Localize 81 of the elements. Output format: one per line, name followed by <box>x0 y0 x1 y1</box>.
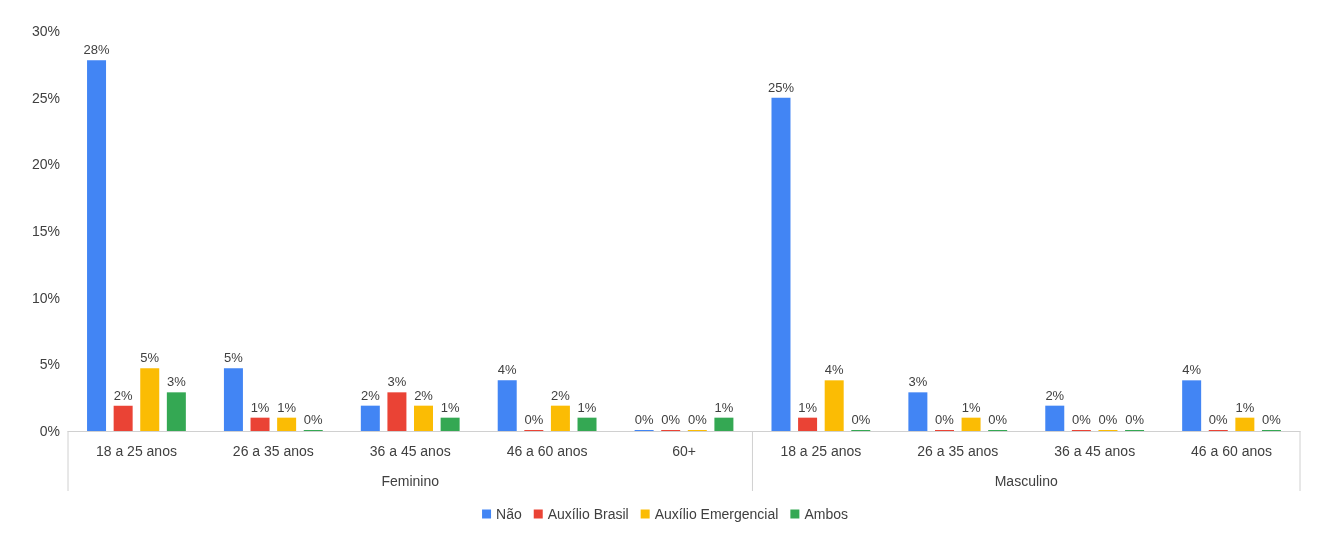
data-label: 0% <box>1098 412 1118 427</box>
bar <box>798 417 818 431</box>
legend-label: Não <box>496 506 522 522</box>
data-label: 0% <box>634 412 654 427</box>
data-label: 4% <box>497 362 518 378</box>
data-label: 5% <box>224 350 244 366</box>
data-label: 1% <box>798 399 818 415</box>
data-label: 1% <box>714 399 734 415</box>
data-label: 0% <box>303 412 324 427</box>
y-tick-label: 10% <box>31 289 60 306</box>
legend-label: Auxílio Emergencial <box>654 506 779 522</box>
y-tick-label: 25% <box>31 89 60 106</box>
data-label: 0% <box>988 412 1008 427</box>
x-tick-label: 46 a 60 anos <box>506 443 588 459</box>
bar <box>577 417 597 431</box>
data-label: 1% <box>250 399 270 415</box>
bar <box>1235 417 1255 431</box>
text: Feminino <box>381 473 440 489</box>
y-tick-label: 0% <box>39 423 60 439</box>
bar <box>166 392 186 431</box>
bar <box>1045 405 1065 431</box>
data-label: 0% <box>935 412 955 427</box>
data-label: 0% <box>1208 412 1229 427</box>
data-label: 2% <box>113 387 133 403</box>
data-label: 0% <box>1071 412 1092 427</box>
text: Masculino <box>994 473 1058 489</box>
x-tick-label: 60+ <box>672 443 696 459</box>
data-label: 2% <box>414 387 434 403</box>
data-label: 0% <box>1125 412 1145 427</box>
data-label: 4% <box>824 362 845 378</box>
data-label: 1% <box>1235 399 1255 415</box>
bar <box>824 380 844 431</box>
bar <box>961 417 981 431</box>
data-label: 1% <box>277 399 297 415</box>
x-tick-label: 36 a 45 anos <box>1054 443 1136 459</box>
data-label: 5% <box>140 350 160 366</box>
bar <box>360 405 380 431</box>
data-label: 0% <box>851 412 871 427</box>
bar <box>714 417 734 431</box>
y-tick-label: 15% <box>31 223 60 239</box>
bar <box>87 60 107 431</box>
y-tick-label: 20% <box>31 156 60 173</box>
x-tick-label: 26 a 35 anos <box>232 443 314 459</box>
bar <box>250 417 270 431</box>
data-label: 0% <box>524 412 544 427</box>
data-label: 0% <box>687 412 708 427</box>
bar <box>140 368 160 431</box>
data-label: 2% <box>360 387 381 403</box>
y-tick-label: 5% <box>39 356 60 373</box>
bar <box>223 368 243 431</box>
data-label: 3% <box>908 374 928 390</box>
legend-label: Auxílio Brasil <box>547 506 629 522</box>
x-tick-label: 18 a 25 anos <box>95 443 177 459</box>
bar <box>550 405 570 431</box>
y-tick-label: 30% <box>31 23 60 39</box>
data-label: 3% <box>387 374 407 390</box>
data-label: 3% <box>166 374 187 390</box>
data-label: 1% <box>577 399 597 415</box>
bar <box>497 380 517 431</box>
data-label: 0% <box>661 412 681 427</box>
bar <box>908 392 928 431</box>
x-tick-label: 46 a 60 anos <box>1191 443 1273 459</box>
bar <box>440 417 460 431</box>
data-label: 2% <box>551 387 571 403</box>
bar <box>387 392 407 431</box>
bar <box>1182 380 1202 431</box>
bar <box>113 405 133 431</box>
data-label: 4% <box>1182 362 1202 378</box>
x-tick-label: 18 a 25 anos <box>780 443 862 459</box>
data-label: 28% <box>83 42 110 58</box>
data-label: 2% <box>1045 387 1065 403</box>
x-tick-label: 36 a 45 anos <box>369 443 451 459</box>
legend-label: Ambos <box>804 506 848 522</box>
data-label: 1% <box>440 399 460 415</box>
data-label: 1% <box>961 399 981 415</box>
bar <box>277 417 297 431</box>
data-label: 25% <box>767 79 795 95</box>
bar <box>414 405 434 431</box>
x-tick-label: 26 a 35 anos <box>917 443 999 459</box>
data-label: 0% <box>1262 412 1282 427</box>
bar <box>771 97 791 431</box>
